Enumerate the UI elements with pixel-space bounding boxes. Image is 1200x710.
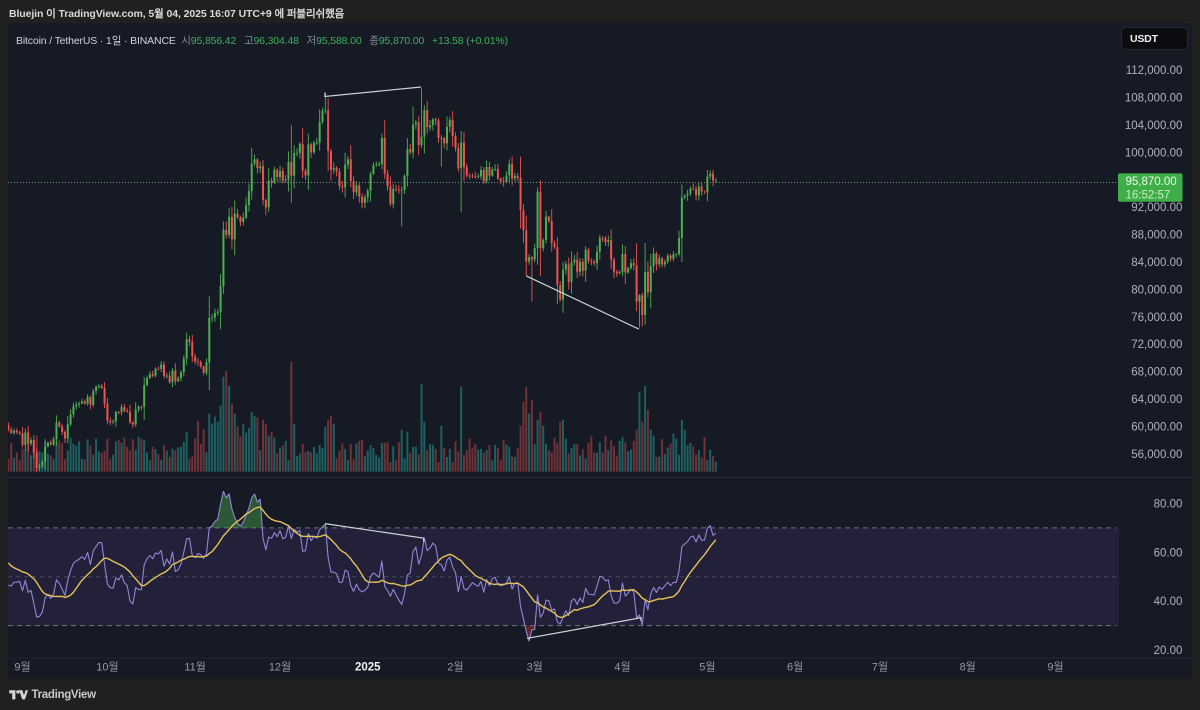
svg-text:80,000.00: 80,000.00: [1131, 284, 1182, 296]
svg-text:95,870.00: 95,870.00: [1126, 176, 1177, 188]
svg-text:7월: 7월: [872, 661, 888, 674]
svg-text:2025: 2025: [355, 662, 381, 674]
svg-text:12월: 12월: [269, 661, 291, 674]
svg-text:16:52:57: 16:52:57: [1126, 189, 1171, 201]
svg-text:9월: 9월: [14, 661, 30, 674]
svg-text:5월: 5월: [699, 661, 715, 674]
svg-text:11월: 11월: [184, 661, 206, 674]
svg-text:84,000.00: 84,000.00: [1131, 257, 1182, 269]
svg-text:112,000.00: 112,000.00: [1126, 65, 1183, 77]
svg-text:8월: 8월: [960, 661, 976, 674]
svg-text:100,000.00: 100,000.00: [1125, 147, 1183, 159]
svg-text:4월: 4월: [614, 661, 630, 674]
svg-text:3월: 3월: [527, 661, 543, 674]
svg-text:76,000.00: 76,000.00: [1131, 312, 1182, 324]
svg-text:80.00: 80.00: [1154, 499, 1183, 511]
svg-text:68,000.00: 68,000.00: [1131, 367, 1182, 379]
svg-text:104,000.00: 104,000.00: [1125, 120, 1183, 132]
svg-text:56,000.00: 56,000.00: [1131, 449, 1182, 461]
svg-text:108,000.00: 108,000.00: [1125, 93, 1183, 105]
svg-text:6월: 6월: [787, 661, 803, 674]
svg-text:20.00: 20.00: [1154, 645, 1183, 657]
svg-text:72,000.00: 72,000.00: [1131, 339, 1182, 351]
svg-text:10월: 10월: [96, 661, 118, 674]
svg-text:92,000.00: 92,000.00: [1131, 202, 1182, 214]
svg-text:2월: 2월: [447, 661, 463, 674]
svg-text:64,000.00: 64,000.00: [1131, 394, 1182, 406]
svg-text:9월: 9월: [1047, 661, 1063, 674]
svg-text:88,000.00: 88,000.00: [1131, 230, 1182, 242]
svg-text:60,000.00: 60,000.00: [1131, 421, 1182, 433]
svg-text:60.00: 60.00: [1154, 547, 1183, 559]
svg-text:40.00: 40.00: [1154, 596, 1183, 608]
